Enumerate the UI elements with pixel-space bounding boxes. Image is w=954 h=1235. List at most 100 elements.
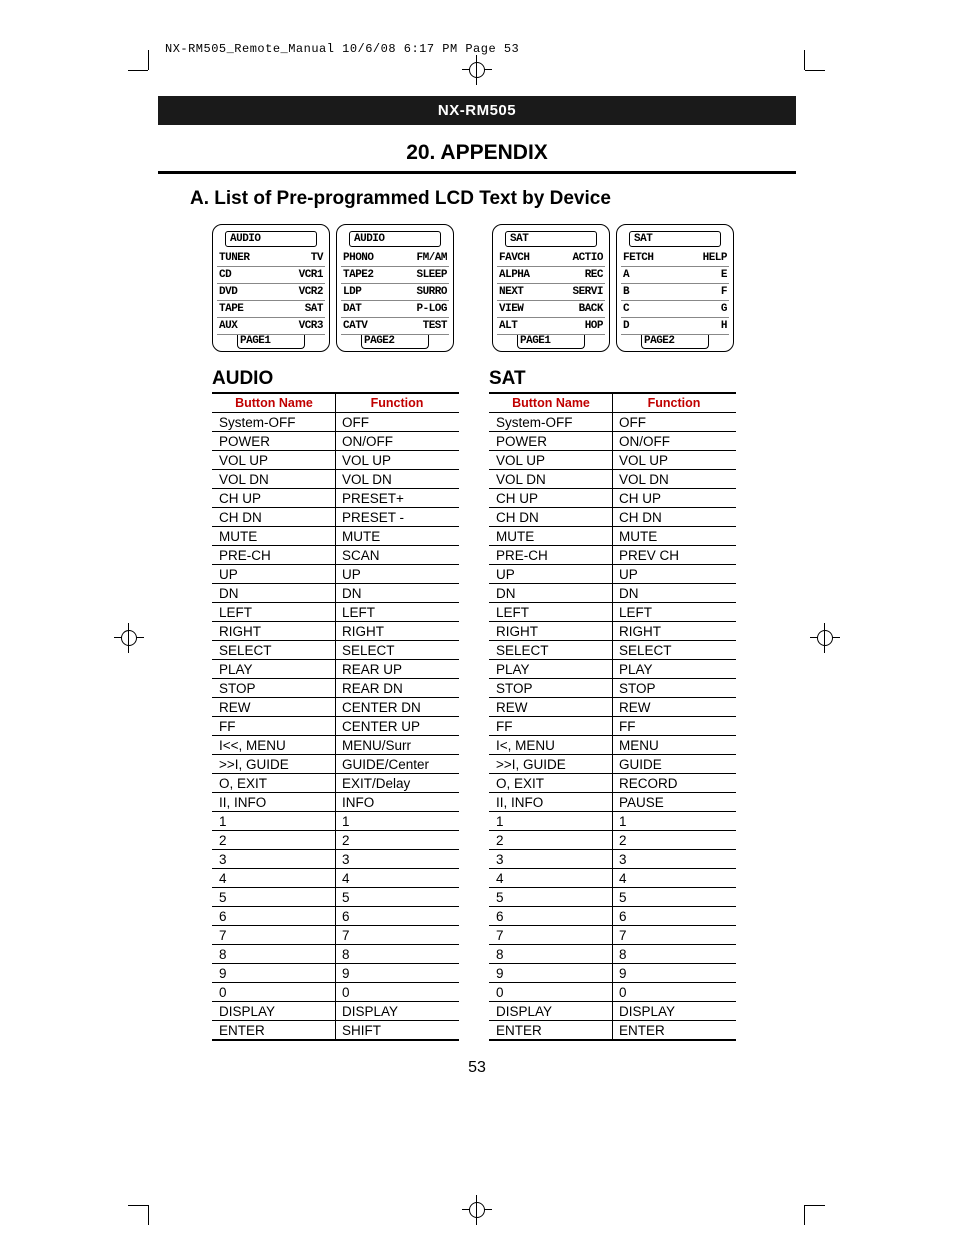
lcd-footer: PAGE2	[361, 335, 429, 349]
table-row: SELECTSELECT	[213, 641, 459, 660]
table-row: 33	[490, 850, 736, 869]
table-row: DISPLAYDISPLAY	[490, 1002, 736, 1021]
table-row: PRE-CHSCAN	[213, 546, 459, 565]
cell-button-name: 1	[213, 812, 336, 831]
cell-function: DN	[613, 584, 736, 603]
lcd-row: ALPHAREC	[497, 267, 605, 284]
lcd-row: BF	[621, 284, 729, 301]
lcd-cell-left: VIEW	[499, 301, 523, 317]
lcd-cell-left: AUX	[219, 318, 237, 334]
cell-button-name: PLAY	[213, 660, 336, 679]
lcd-row: NEXTSERVI	[497, 284, 605, 301]
cell-function: 0	[613, 983, 736, 1002]
cell-function: LEFT	[336, 603, 459, 622]
table-row: PLAYPLAY	[490, 660, 736, 679]
cell-button-name: 4	[213, 869, 336, 888]
table-row: >>I, GUIDEGUIDE/Center	[213, 755, 459, 774]
table-row: VOL DNVOL DN	[490, 470, 736, 489]
lcd-cell-right: VCR2	[299, 284, 323, 300]
cell-button-name: VOL UP	[490, 451, 613, 470]
cell-button-name: POWER	[490, 432, 613, 451]
cell-button-name: POWER	[213, 432, 336, 451]
table-row: REWCENTER DN	[213, 698, 459, 717]
cell-function: PRESET -	[336, 508, 459, 527]
cell-function: 2	[336, 831, 459, 850]
lcd-cell-right: VCR3	[299, 318, 323, 334]
cell-function: CENTER UP	[336, 717, 459, 736]
cell-function: ENTER	[613, 1021, 736, 1041]
cell-function: 0	[336, 983, 459, 1002]
cell-function: 5	[336, 888, 459, 907]
page-number: 53	[158, 1059, 796, 1077]
table-row: FFCENTER UP	[213, 717, 459, 736]
lcd-row: LDPSURRO	[341, 284, 449, 301]
table-row: CH DNPRESET -	[213, 508, 459, 527]
lcd-cell-right: TEST	[423, 318, 447, 334]
cell-function: MUTE	[613, 527, 736, 546]
cell-function: PLAY	[613, 660, 736, 679]
table-row: I<<, MENUMENU/Surr	[213, 736, 459, 755]
lcd-row: VIEWBACK	[497, 301, 605, 318]
audio-table-title: AUDIO	[212, 368, 459, 390]
cell-function: 6	[613, 907, 736, 926]
cell-button-name: RIGHT	[213, 622, 336, 641]
cell-function: INFO	[336, 793, 459, 812]
lcd-screen: AUDIOPHONOFM/AMTAPE2SLEEPLDPSURRODATP-LO…	[336, 224, 454, 352]
lcd-cell-right: E	[721, 267, 727, 283]
lcd-cell-right: SLEEP	[416, 267, 447, 283]
cell-function: DISPLAY	[613, 1002, 736, 1021]
table-row: SELECTSELECT	[490, 641, 736, 660]
cell-button-name: 0	[490, 983, 613, 1002]
table-row: MUTEMUTE	[490, 527, 736, 546]
table-row: MUTEMUTE	[213, 527, 459, 546]
lcd-row: AE	[621, 267, 729, 284]
cell-function: UP	[336, 565, 459, 584]
lcd-cell-right: HELP	[703, 250, 727, 266]
cell-function: 4	[336, 869, 459, 888]
table-row: UPUP	[213, 565, 459, 584]
cell-function: 8	[613, 945, 736, 964]
cell-function: RECORD	[613, 774, 736, 793]
table-row: O, EXITRECORD	[490, 774, 736, 793]
lcd-row: CATVTEST	[341, 318, 449, 335]
cell-function: 3	[336, 850, 459, 869]
cell-function: LEFT	[613, 603, 736, 622]
lcd-cell-right: TV	[311, 250, 323, 266]
cell-function: GUIDE/Center	[336, 755, 459, 774]
lcd-cell-left: A	[623, 267, 629, 283]
cell-function: 4	[613, 869, 736, 888]
cell-function: 9	[613, 964, 736, 983]
lcd-title: SAT	[505, 231, 597, 247]
cell-button-name: VOL DN	[213, 470, 336, 489]
table-row: 88	[490, 945, 736, 964]
lcd-cell-right: H	[721, 318, 727, 334]
col-function: Function	[336, 393, 459, 413]
cell-button-name: UP	[490, 565, 613, 584]
cell-button-name: CH UP	[213, 489, 336, 508]
cell-button-name: DN	[213, 584, 336, 603]
lcd-row: TAPESAT	[217, 301, 325, 318]
cell-function: EXIT/Delay	[336, 774, 459, 793]
cell-button-name: DN	[490, 584, 613, 603]
lcd-cell-left: C	[623, 301, 629, 317]
cell-function: MENU	[613, 736, 736, 755]
table-row: LEFTLEFT	[213, 603, 459, 622]
cell-function: FF	[613, 717, 736, 736]
cell-function: RIGHT	[336, 622, 459, 641]
lcd-screens-row: AUDIOTUNERTVCDVCR1DVDVCR2TAPESATAUXVCR3P…	[212, 224, 796, 352]
lcd-row: DH	[621, 318, 729, 335]
cell-function: OFF	[336, 413, 459, 432]
cell-button-name: REW	[490, 698, 613, 717]
lcd-cell-right: P-LOG	[416, 301, 447, 317]
cell-button-name: CH UP	[490, 489, 613, 508]
cell-function: ON/OFF	[336, 432, 459, 451]
cell-function: SCAN	[336, 546, 459, 565]
crop-mark	[148, 50, 149, 70]
cell-button-name: CH DN	[213, 508, 336, 527]
crop-mark	[804, 50, 805, 70]
cell-function: PRESET+	[336, 489, 459, 508]
lcd-cell-left: FAVCH	[499, 250, 530, 266]
table-row: 66	[490, 907, 736, 926]
lcd-cell-right: VCR1	[299, 267, 323, 283]
cell-button-name: 1	[490, 812, 613, 831]
